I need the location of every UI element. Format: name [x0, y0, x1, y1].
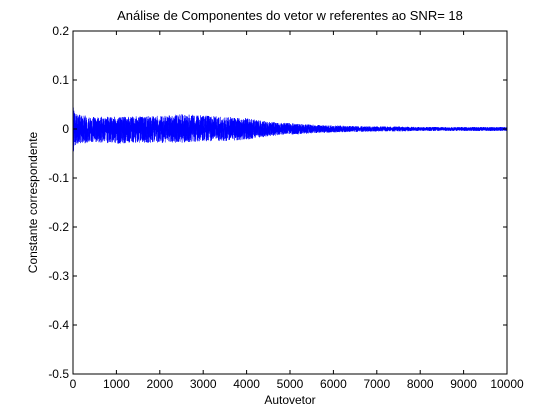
x-tick-label: 4000 [233, 377, 260, 391]
y-tick-label: -0.4 [48, 318, 69, 332]
y-tick-label: 0.2 [52, 24, 69, 38]
y-axis-label: Constante correspondente [26, 131, 40, 273]
series-layer [72, 95, 508, 170]
chart-title: Análise de Componentes do vetor w refere… [117, 8, 463, 23]
x-axis-label: Autovetor [264, 393, 315, 407]
x-tick-label: 6000 [320, 377, 347, 391]
x-tick-label: 1000 [103, 377, 130, 391]
series-line [72, 95, 508, 170]
x-tick-label: 5000 [277, 377, 304, 391]
x-axis: 0 1000 2000 3000 4000 5000 6000 7000 8000 9000 100… [70, 31, 524, 391]
x-tick-label: 9000 [450, 377, 477, 391]
y-tick-label: -0.3 [48, 269, 69, 283]
x-tick-label: 7000 [363, 377, 390, 391]
x-tick-label: 10000 [490, 377, 524, 391]
y-tick-label: 0.1 [52, 73, 69, 87]
x-tick-label: 0 [70, 377, 77, 391]
y-tick-label: -0.2 [48, 220, 69, 234]
y-axis: 0.2 0.1 0 -0.1 -0.2 -0.3 -0.4 -0.5 [48, 24, 507, 381]
plot-area [73, 31, 507, 374]
y-tick-label: -0.5 [48, 367, 69, 381]
x-tick-label: 2000 [146, 377, 173, 391]
y-tick-label: -0.1 [48, 171, 69, 185]
x-tick-label: 8000 [407, 377, 434, 391]
y-tick-label: 0 [62, 122, 69, 136]
x-tick-label: 3000 [190, 377, 217, 391]
